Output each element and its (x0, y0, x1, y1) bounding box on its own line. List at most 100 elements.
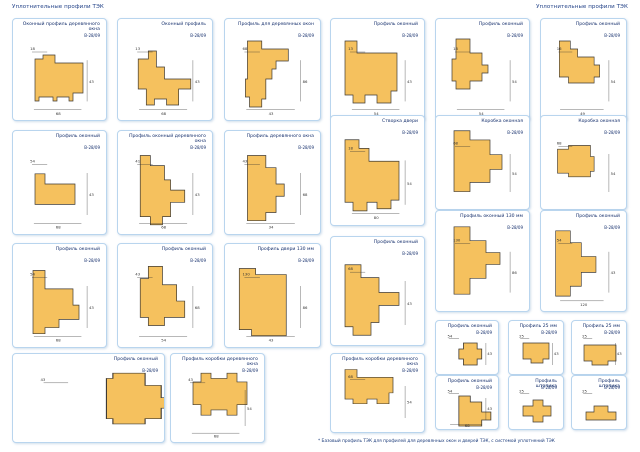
profile-drawing: 43 68 34 (243, 155, 308, 230)
profile-card[interactable]: 54 43 Профиль оконный В-28/09 (435, 320, 499, 375)
profile-card[interactable]: 54 43 68 Профиль оконный В-28/09 (12, 130, 107, 235)
profile-card[interactable]: 18 43 68 Оконный профиль деревянного окна В-… (12, 18, 107, 121)
profile-name: Створка двери (382, 119, 418, 124)
dimension-label: 54 (448, 334, 453, 339)
profile-card[interactable]: 130 86 Профиль оконный 130 мм В-28/09 (435, 210, 530, 312)
profile-name: Профиль для деревянных окон (238, 22, 314, 27)
profile-name: Профиль оконный (161, 247, 206, 252)
dimension-label: 43 (188, 377, 193, 382)
profile-drawing: 54 43 68 (448, 389, 493, 429)
profile-card[interactable]: 25 43 Профиль 25 мм В-28/09 (571, 320, 627, 375)
profile-drawing: 54 43 68 (30, 270, 94, 343)
profile-card[interactable]: 43 Профиль оконный В-28/09 (12, 353, 165, 443)
profile-shape (522, 399, 552, 423)
profile-card[interactable]: 16 54 49 Профиль оконный В-28/09 (540, 18, 627, 121)
profile-drawing: 13 43 54 (344, 40, 412, 116)
dimension-label: 16 (557, 46, 562, 51)
profile-name: Профиль оконный (373, 22, 418, 27)
header-title-right: Уплотнительные профили ТЭК (536, 4, 628, 10)
profile-card[interactable]: 54 43 120 Профиль оконный В-28/09 (540, 210, 627, 312)
profile-card[interactable]: 68 54 Коробка оконная В-28/09 (435, 115, 530, 210)
dimension-label: 34 (269, 225, 274, 230)
profile-article: В-28/09 (541, 330, 557, 335)
profile-name: Коробка оконная (481, 119, 523, 124)
dimension-label: 68 (56, 111, 61, 116)
profile-article: В-28/09 (476, 385, 492, 390)
profile-drawing: 18 54 80 (344, 139, 412, 220)
dimension-label: 43 (407, 301, 412, 306)
profile-article: В-28/09 (190, 258, 206, 263)
profile-card[interactable]: 18 54 54 Профиль оконный В-28/09 (435, 18, 530, 121)
dimension-label: 68 (348, 374, 353, 379)
profile-shape (192, 372, 248, 416)
dimension-label: 68 (161, 111, 166, 116)
profile-shape (522, 342, 550, 364)
dimension-label: 43 (554, 351, 559, 356)
profile-shape (583, 344, 617, 366)
profile-name: Профиль штапика (598, 379, 620, 390)
dimension-label: 49 (580, 111, 585, 116)
profile-card[interactable]: 68 54 Коробка оконная В-28/09 (540, 115, 627, 210)
profile-name: Профиль двери 130 мм (257, 247, 314, 252)
dimension-label: 68 (453, 141, 458, 146)
profile-card[interactable]: 54 43 68 Профиль оконный В-28/09 (12, 243, 107, 348)
profile-card[interactable]: 54 43 68 Профиль оконный В-28/09 (435, 375, 499, 430)
profile-card[interactable]: 13 43 54 Профиль оконный В-28/09 (330, 18, 425, 121)
profile-drawing: 68 43 (344, 264, 412, 336)
dimension-label: 54 (161, 338, 166, 343)
profile-shape (344, 139, 400, 212)
profile-drawing: 41 43 68 (135, 155, 200, 230)
dimension-label: 43 (195, 192, 200, 197)
dimension-label: 130 (243, 272, 251, 277)
profile-drawing: 54 43 120 (555, 230, 616, 307)
profile-drawing: 68 86 43 (243, 40, 308, 116)
dimension-label: 43 (41, 377, 46, 382)
dimension-label: 54 (247, 406, 252, 411)
dimension-label: 54 (448, 389, 453, 394)
profile-drawing: 18 54 54 (451, 38, 517, 116)
profile-card[interactable]: 18 54 80 Створка двери В-28/09 (330, 115, 425, 226)
profile-shape (453, 130, 503, 192)
dimension-label: 54 (30, 272, 35, 277)
dimension-label: 68 (161, 225, 166, 230)
dimension-label: 43 (195, 79, 200, 84)
profile-card[interactable]: 43 54 68 Профиль коробки деревянного окна В-… (170, 353, 265, 443)
dimension-label: 43 (487, 406, 492, 411)
profile-card[interactable]: 41 43 68 Профиль оконный деревянного окна В-… (117, 130, 213, 235)
dimension-label: 54 (611, 171, 616, 176)
profile-drawing: 130 86 (453, 226, 517, 295)
profile-shape (344, 264, 400, 336)
profile-name: Профиль оконный (55, 134, 100, 139)
profile-card[interactable]: 130 86 43 Профиль двери 130 мм В-28/09 (224, 243, 321, 348)
profile-name: Профиль оконный (55, 247, 100, 252)
profile-shape (247, 155, 285, 222)
profile-shape (32, 270, 80, 335)
dimension-label: 43 (89, 305, 94, 310)
profile-card[interactable]: 25 Профиль штапика В-28/09 (571, 375, 627, 430)
profile-shape (344, 369, 394, 404)
profile-card[interactable]: 68 86 43 Профиль для деревянных окон В-28/09 (224, 18, 321, 121)
dimension-label: 43 (89, 79, 94, 84)
profile-card[interactable]: 43 68 34 Профиль деревянного окна В-28/09 (224, 130, 321, 235)
profile-drawing: 25 43 (519, 334, 559, 365)
profile-card[interactable]: 13 43 68 Оконный профиль В-28/09 (117, 18, 213, 121)
dimension-label: 43 (611, 270, 616, 275)
profile-shape (451, 38, 489, 90)
dimension-label: 43 (243, 159, 248, 164)
profile-name: Профиль оконный (447, 379, 492, 384)
profile-card[interactable]: 25 Профиль штапика В-28/09 (508, 375, 564, 430)
profile-shape (105, 372, 164, 425)
dimension-label: 86 (303, 79, 308, 84)
profile-shape (245, 40, 289, 108)
profile-shape (555, 230, 597, 297)
profile-card[interactable]: 68 54 Профиль коробки деревянного окна В-28… (330, 353, 425, 433)
profile-name: Коробка оконная (578, 119, 620, 124)
profile-card[interactable]: 68 43 Профиль оконный В-28/09 (330, 236, 425, 346)
profile-shape (458, 395, 492, 427)
profile-card[interactable]: 43 68 54 Профиль оконный В-28/09 (117, 243, 213, 348)
dimension-label: 43 (269, 111, 274, 116)
profile-drawing: 54 43 68 (30, 159, 94, 230)
profile-card[interactable]: 25 43 Профиль 25 мм В-28/09 (508, 320, 564, 375)
dimension-label: 18 (30, 46, 35, 51)
profile-article: В-28/09 (402, 33, 418, 38)
